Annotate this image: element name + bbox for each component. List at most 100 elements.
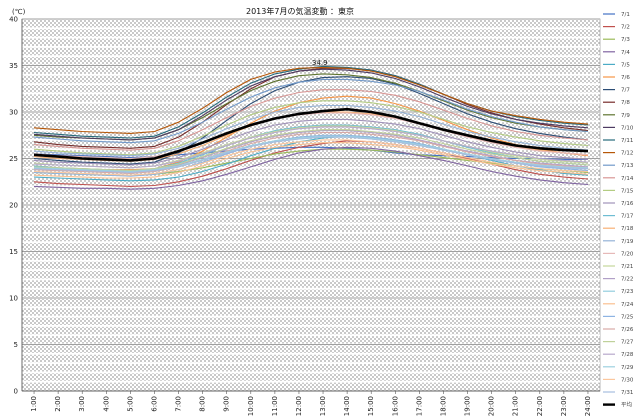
grid-band (22, 371, 600, 374)
series-line-7/31 (33, 136, 589, 173)
x-tick-label: 24:00 (584, 396, 592, 416)
series-line-7/19 (33, 104, 589, 157)
series-line-7/12 (33, 66, 589, 134)
legend-label: 7/16 (621, 201, 634, 207)
grid-band (22, 194, 600, 197)
x-tick-label: 5:00 (126, 396, 134, 412)
series-line-7/27 (33, 129, 589, 172)
legend-label: 7/4 (621, 50, 630, 56)
legend-label: 7/2 (621, 25, 630, 31)
grid-band (22, 120, 600, 123)
legend: 7/1 7/2 7/3 7/4 7/5 7/6 7/7 7/8 7/9 7/10 7/11 7/12 7… (603, 12, 634, 409)
legend-label: 7/9 (621, 113, 630, 119)
legend-label: 7/7 (621, 88, 630, 94)
series-line-7/10 (33, 68, 589, 141)
x-tick-label: 8:00 (199, 396, 207, 412)
y-axis-label: (℃) (12, 8, 26, 16)
plot-area (21, 18, 601, 392)
legend-label: 7/11 (621, 138, 633, 144)
grid-band (22, 362, 600, 364)
series-line-7/13 (33, 78, 589, 144)
grid-band (22, 232, 600, 234)
grid-band (22, 287, 600, 290)
series-line-7/26 (33, 131, 589, 174)
legend-label: 7/31 (621, 390, 633, 396)
series-line-7/4 (33, 146, 589, 190)
series-line-7/7 (33, 76, 589, 165)
legend-label: 7/25 (621, 314, 634, 320)
grid-band (22, 166, 600, 169)
legend-label: 7/30 (621, 377, 634, 383)
x-tick-label: 14:00 (343, 396, 351, 416)
y-tick-label: 0 (14, 388, 18, 396)
grid-band (22, 55, 600, 58)
legend-label: 7/19 (621, 239, 634, 245)
y-tick-label: 15 (9, 248, 18, 256)
y-tick-label: 20 (9, 202, 18, 210)
series-line-7/30 (33, 139, 589, 176)
series-line-7/5 (33, 135, 589, 182)
grid-band (22, 222, 600, 225)
grid-band (22, 325, 600, 327)
series-line-7/20 (33, 112, 589, 160)
x-tick-label: 10:00 (247, 396, 255, 416)
grid-band (22, 213, 600, 216)
legend-label: 7/21 (621, 264, 633, 270)
grid-band (22, 148, 600, 151)
x-tick-label: 2:00 (54, 396, 62, 412)
grid-band (22, 185, 600, 188)
series-line-7/15 (33, 100, 589, 156)
grid-band (22, 46, 600, 48)
grid-band (22, 27, 600, 30)
x-tick-label: 18:00 (439, 396, 447, 416)
y-tick-label: 35 (9, 62, 18, 70)
legend-label: 7/23 (621, 289, 634, 295)
series-line-7/6 (33, 95, 589, 171)
legend-label: 7/24 (621, 302, 634, 308)
grid-band (22, 259, 600, 262)
x-tick-label: 16:00 (391, 396, 399, 416)
x-tick-label: 9:00 (223, 396, 231, 412)
legend-label: 7/29 (621, 365, 634, 371)
grid-band (22, 352, 600, 355)
legend-label: 7/17 (621, 214, 634, 220)
x-tick-label: 23:00 (560, 396, 568, 416)
series-line-7/14 (33, 89, 589, 151)
grid-band (22, 315, 600, 318)
x-tick-label: 20:00 (488, 396, 496, 416)
peak-annotation: 34.9 (312, 59, 328, 67)
legend-label: 7/13 (621, 163, 634, 169)
series-line-7/24 (33, 142, 589, 179)
y-tick-label: 40 (9, 16, 18, 24)
x-tick-label: 11:00 (271, 396, 279, 416)
x-tick-label: 21:00 (512, 396, 520, 416)
legend-label: 平均 (621, 401, 633, 409)
axes: 0 5 10 15 20 25 30 35 40 1:00 2:00 3:00 4:00 5:00 6:00… (9, 16, 600, 416)
legend-label: 7/18 (621, 226, 634, 232)
y-tick-label: 30 (9, 109, 18, 117)
series-line-7/28 (33, 126, 589, 169)
chart-title: 2013年7月の気温変動 ：東京 (246, 6, 354, 16)
x-tick-label: 22:00 (536, 396, 544, 416)
series-line-7/16 (33, 118, 589, 166)
legend-label: 7/1 (621, 12, 630, 18)
grid-band (22, 269, 600, 271)
series-line-7/29 (33, 135, 589, 173)
legend-label: 7/8 (621, 100, 630, 106)
grid-band (22, 380, 600, 383)
grid-band (22, 101, 600, 104)
y-tick-label: 5 (14, 341, 18, 349)
legend-label: 7/3 (621, 37, 630, 43)
grid-band (22, 334, 600, 337)
series-lines (33, 65, 589, 190)
grid-band (22, 278, 600, 281)
x-tick-label: 1:00 (30, 396, 38, 412)
y-tick-label: 25 (9, 155, 18, 163)
x-tick-label: 4:00 (102, 396, 110, 412)
x-tick-label: 3:00 (78, 396, 86, 412)
legend-label: 7/12 (621, 151, 633, 157)
legend-label: 7/26 (621, 327, 634, 333)
legend-label: 7/27 (621, 340, 634, 346)
